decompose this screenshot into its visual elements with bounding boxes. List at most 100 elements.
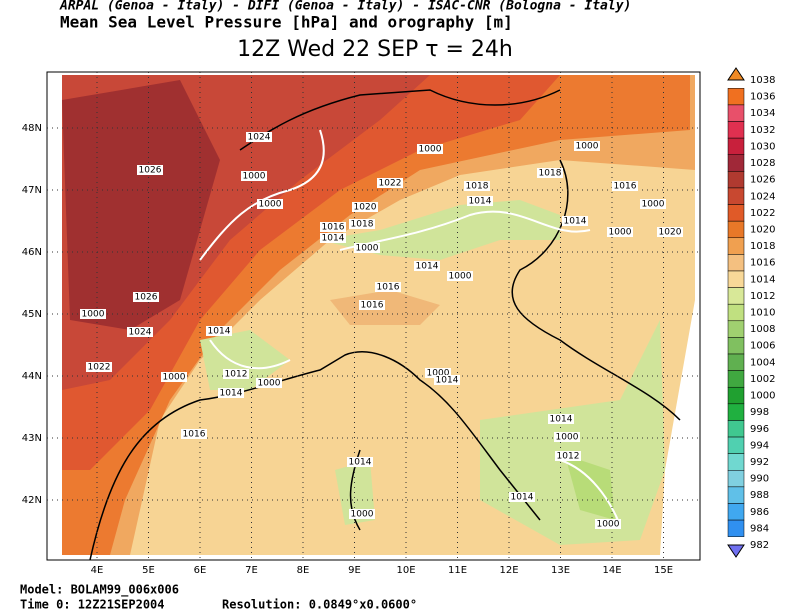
contour-label: 1014 bbox=[436, 376, 459, 386]
contour-label: 1000 bbox=[609, 228, 632, 238]
contour-label-box bbox=[640, 199, 666, 209]
contour-label-box bbox=[417, 144, 443, 154]
colorbar-swatch bbox=[727, 187, 745, 205]
contour-label: 1000 bbox=[356, 244, 379, 254]
contour-label-box bbox=[607, 227, 633, 237]
contour-label: 1018 bbox=[466, 182, 489, 192]
colorbar-label: 994 bbox=[750, 440, 769, 451]
lat-label: 44N bbox=[22, 371, 42, 382]
contour-label-box bbox=[246, 132, 272, 142]
colorbar-swatch bbox=[727, 337, 745, 355]
colorbar-label: 1008 bbox=[750, 324, 775, 335]
lon-label: 8E bbox=[297, 565, 310, 576]
contour-label: 1000 bbox=[258, 379, 281, 389]
colorbar-label: 1002 bbox=[750, 374, 775, 385]
lon-label: 13E bbox=[551, 565, 570, 576]
contour-label: 1000 bbox=[82, 310, 105, 320]
contour-label-box bbox=[218, 388, 244, 398]
colorbar-label: 1034 bbox=[750, 108, 775, 119]
contour-label: 1000 bbox=[556, 433, 579, 443]
contour-label: 1000 bbox=[449, 272, 472, 282]
colorbar-label: 998 bbox=[750, 407, 769, 418]
colorbar-label: 996 bbox=[750, 424, 769, 435]
colorbar-swatch bbox=[727, 204, 745, 222]
lat-label: 47N bbox=[22, 185, 42, 196]
contour-label-box bbox=[377, 178, 403, 188]
contour-label-box bbox=[375, 282, 401, 292]
colorbar-label: 1018 bbox=[750, 241, 775, 252]
colorbar-swatch bbox=[727, 453, 745, 471]
contour-label-box bbox=[612, 181, 638, 191]
lon-label: 11E bbox=[448, 565, 467, 576]
colorbar-label: 1026 bbox=[750, 175, 775, 186]
colorbar-swatch bbox=[727, 386, 745, 405]
contour-label-box bbox=[223, 369, 249, 379]
colorbar-swatch bbox=[727, 154, 745, 172]
title: 12Z Wed 22 SEP τ = 24h bbox=[237, 37, 513, 62]
colorbar-label: 1016 bbox=[750, 258, 775, 269]
orography-contour bbox=[199, 129, 621, 526]
colorbar-label: 1012 bbox=[750, 291, 775, 302]
contour-label: 1014 bbox=[322, 234, 345, 244]
contour-label: 1012 bbox=[557, 452, 580, 462]
contour-label: 1014 bbox=[416, 262, 439, 272]
contour-label: 1014 bbox=[349, 458, 372, 468]
contour-label-box bbox=[554, 432, 580, 442]
contour-label-box bbox=[359, 300, 385, 310]
contour-label: 1000 bbox=[642, 200, 665, 210]
colorbar-label: 1006 bbox=[750, 341, 775, 352]
contour-label-box bbox=[354, 243, 380, 253]
pressure-area bbox=[200, 330, 290, 390]
colorbar-label: 1032 bbox=[750, 125, 775, 136]
contour-label-box bbox=[320, 233, 346, 243]
colorbar-arrow bbox=[727, 67, 745, 81]
colorbar-swatch bbox=[727, 470, 745, 488]
contour-label-box bbox=[86, 362, 112, 372]
contour-label-box bbox=[347, 457, 373, 467]
contour-label-box bbox=[555, 451, 581, 461]
colorbar-swatch bbox=[727, 104, 745, 122]
contour-label-box bbox=[181, 429, 207, 439]
contour-label: 1014 bbox=[220, 389, 243, 399]
colorbar-swatch bbox=[727, 320, 745, 338]
colorbar-swatch bbox=[727, 287, 745, 305]
contour-label-box bbox=[464, 181, 490, 191]
lat-label: 42N bbox=[22, 495, 42, 506]
time: Time 0: 12Z21SEP2004 bbox=[20, 598, 165, 612]
colorbar-label: 984 bbox=[750, 523, 769, 534]
colorbar-label: 1022 bbox=[750, 208, 775, 219]
contour-label-box bbox=[562, 216, 588, 226]
contour-label: 1000 bbox=[419, 145, 442, 155]
coastline bbox=[89, 89, 681, 561]
contour-label-box bbox=[137, 165, 163, 175]
lon-label: 12E bbox=[499, 565, 518, 576]
colorbar-arrow bbox=[727, 544, 745, 558]
colorbar-label: 1028 bbox=[750, 158, 775, 169]
colorbar: 1038 1036 1034 1032 1030 1028 1026 1024 1022 1020… bbox=[727, 67, 775, 558]
colorbar-swatch bbox=[727, 88, 745, 106]
lon-label: 4E bbox=[91, 565, 104, 576]
contour-label-box bbox=[206, 326, 232, 336]
colorbar-label: 986 bbox=[750, 507, 769, 518]
colorbar-swatch bbox=[727, 403, 745, 421]
colorbar-swatch bbox=[727, 353, 745, 371]
colorbar-label: 1020 bbox=[750, 224, 775, 235]
contour-label-box bbox=[320, 222, 346, 232]
colorbar-swatch bbox=[727, 137, 745, 155]
colorbar-swatch bbox=[727, 303, 745, 322]
contour-label-box bbox=[657, 227, 683, 237]
contour-label: 1024 bbox=[129, 328, 152, 338]
colorbar-swatch bbox=[727, 220, 745, 239]
contour-label: 1022 bbox=[88, 363, 111, 373]
contour-label: 1000 bbox=[259, 200, 282, 210]
contour-label: 1014 bbox=[208, 327, 231, 337]
pressure-area bbox=[565, 455, 615, 520]
colorbar-label: 982 bbox=[750, 540, 769, 551]
contour-label: 1026 bbox=[135, 293, 158, 303]
colorbar-swatch bbox=[727, 370, 745, 388]
colorbar-swatch bbox=[727, 254, 745, 272]
contour-label: 1014 bbox=[564, 217, 587, 227]
lon-label: 9E bbox=[348, 565, 361, 576]
colorbar-swatch bbox=[727, 171, 745, 189]
contour-label: 1016 bbox=[183, 430, 206, 440]
